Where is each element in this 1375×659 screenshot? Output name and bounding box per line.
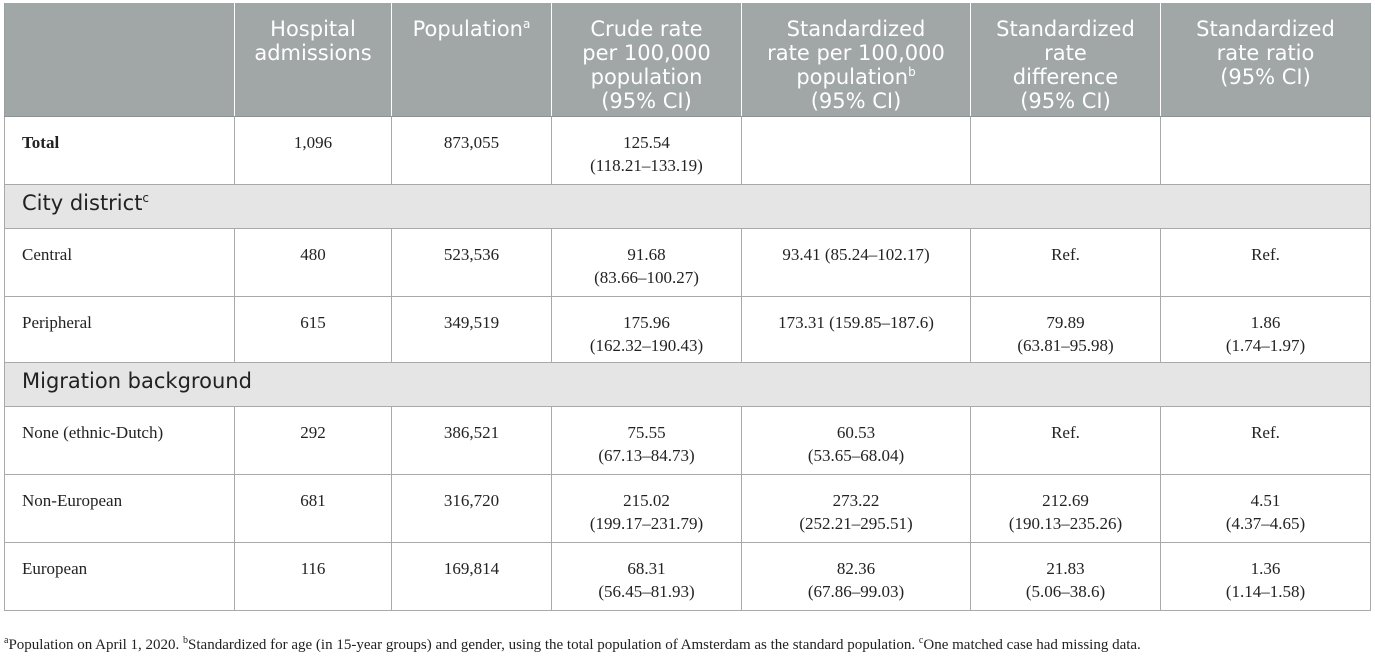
cell-standardized-rate: 60.53 (53.65–68.04) [741, 405, 971, 475]
cell-admissions: 292 [234, 405, 392, 475]
data-table-container: Hospital admissions Populationa Crude rat… [4, 3, 1371, 611]
hospital-admissions-table: Hospital admissions Populationa Crude rat… [4, 3, 1371, 611]
cell-population: 169,814 [391, 541, 552, 611]
cell-crude-rate: 215.02 (199.17–231.79) [551, 473, 742, 543]
table-row-peripheral: Peripheral 615 349,519 175.96 (162.32–190… [4, 295, 1371, 363]
header-standardized-rate: Standardized rate per 100,000 populationb(… [741, 3, 971, 117]
cell-rate-ratio: Ref. [1160, 405, 1371, 475]
section-label: Migration background [4, 361, 1371, 407]
header-population: Populationa [391, 3, 552, 117]
section-row-city-district: City districtc [4, 183, 1371, 229]
cell-crude-rate: 75.55 (67.13–84.73) [551, 405, 742, 475]
cell-crude-rate: 91.68 (83.66–100.27) [551, 227, 742, 297]
section-label: City districtc [4, 183, 1371, 229]
cell-crude-rate: 68.31 (56.45–81.93) [551, 541, 742, 611]
section-row-migration-background: Migration background [4, 361, 1371, 407]
row-label: Central [4, 227, 235, 297]
cell-rate-difference: 21.83 (5.06–38.6) [970, 541, 1161, 611]
cell-population: 349,519 [391, 295, 552, 363]
row-label: Total [4, 115, 235, 185]
row-label: European [4, 541, 235, 611]
cell-rate-difference: Ref. [970, 405, 1161, 475]
cell-standardized-rate: 82.36 (67.86–99.03) [741, 541, 971, 611]
header-admissions: Hospital admissions [234, 3, 392, 117]
cell-standardized-rate: 173.31 (159.85–187.6) [741, 295, 971, 363]
cell-standardized-rate: 93.41 (85.24–102.17) [741, 227, 971, 297]
cell-rate-ratio: 4.51 (4.37–4.65) [1160, 473, 1371, 543]
table-row-total: Total 1,096 873,055 125.54 (118.21–133.19… [4, 115, 1371, 185]
cell-rate-ratio: 1.36 (1.14–1.58) [1160, 541, 1371, 611]
header-rate-difference: Standardized rate difference (95% CI) [970, 3, 1161, 117]
cell-rate-ratio: 1.86 (1.74–1.97) [1160, 295, 1371, 363]
header-empty [4, 3, 235, 117]
cell-rate-ratio [1160, 115, 1371, 185]
cell-population: 316,720 [391, 473, 552, 543]
cell-admissions: 681 [234, 473, 392, 543]
cell-population: 523,536 [391, 227, 552, 297]
row-label: Peripheral [4, 295, 235, 363]
cell-rate-difference: 79.89 (63.81–95.98) [970, 295, 1161, 363]
cell-rate-difference: Ref. [970, 227, 1161, 297]
table-row-central: Central 480 523,536 91.68 (83.66–100.27) … [4, 227, 1371, 297]
cell-admissions: 480 [234, 227, 392, 297]
table-row-european: European 116 169,814 68.31 (56.45–81.93) … [4, 541, 1371, 611]
row-label: Non-European [4, 473, 235, 543]
table-header-row: Hospital admissions Populationa Crude rat… [4, 3, 1371, 117]
row-label: None (ethnic-Dutch) [4, 405, 235, 475]
cell-crude-rate: 175.96 (162.32–190.43) [551, 295, 742, 363]
cell-rate-ratio: Ref. [1160, 227, 1371, 297]
cell-rate-difference: 212.69 (190.13–235.26) [970, 473, 1161, 543]
header-crude-rate: Crude rate per 100,000 population (95% CI) [551, 3, 742, 117]
cell-crude-rate: 125.54 (118.21–133.19) [551, 115, 742, 185]
cell-standardized-rate [741, 115, 971, 185]
cell-population: 386,521 [391, 405, 552, 475]
header-rate-ratio: Standardized rate ratio (95% CI) [1160, 3, 1371, 117]
cell-admissions: 116 [234, 541, 392, 611]
cell-rate-difference [970, 115, 1161, 185]
cell-standardized-rate: 273.22 (252.21–295.51) [741, 473, 971, 543]
table-row-none-ethnic-dutch: None (ethnic-Dutch) 292 386,521 75.55 (67… [4, 405, 1371, 475]
cell-population: 873,055 [391, 115, 552, 185]
cell-admissions: 1,096 [234, 115, 392, 185]
cell-admissions: 615 [234, 295, 392, 363]
table-footnote: aPopulation on April 1, 2020. bStandardi… [4, 635, 1141, 654]
table-row-non-european: Non-European 681 316,720 215.02 (199.17–2… [4, 473, 1371, 543]
